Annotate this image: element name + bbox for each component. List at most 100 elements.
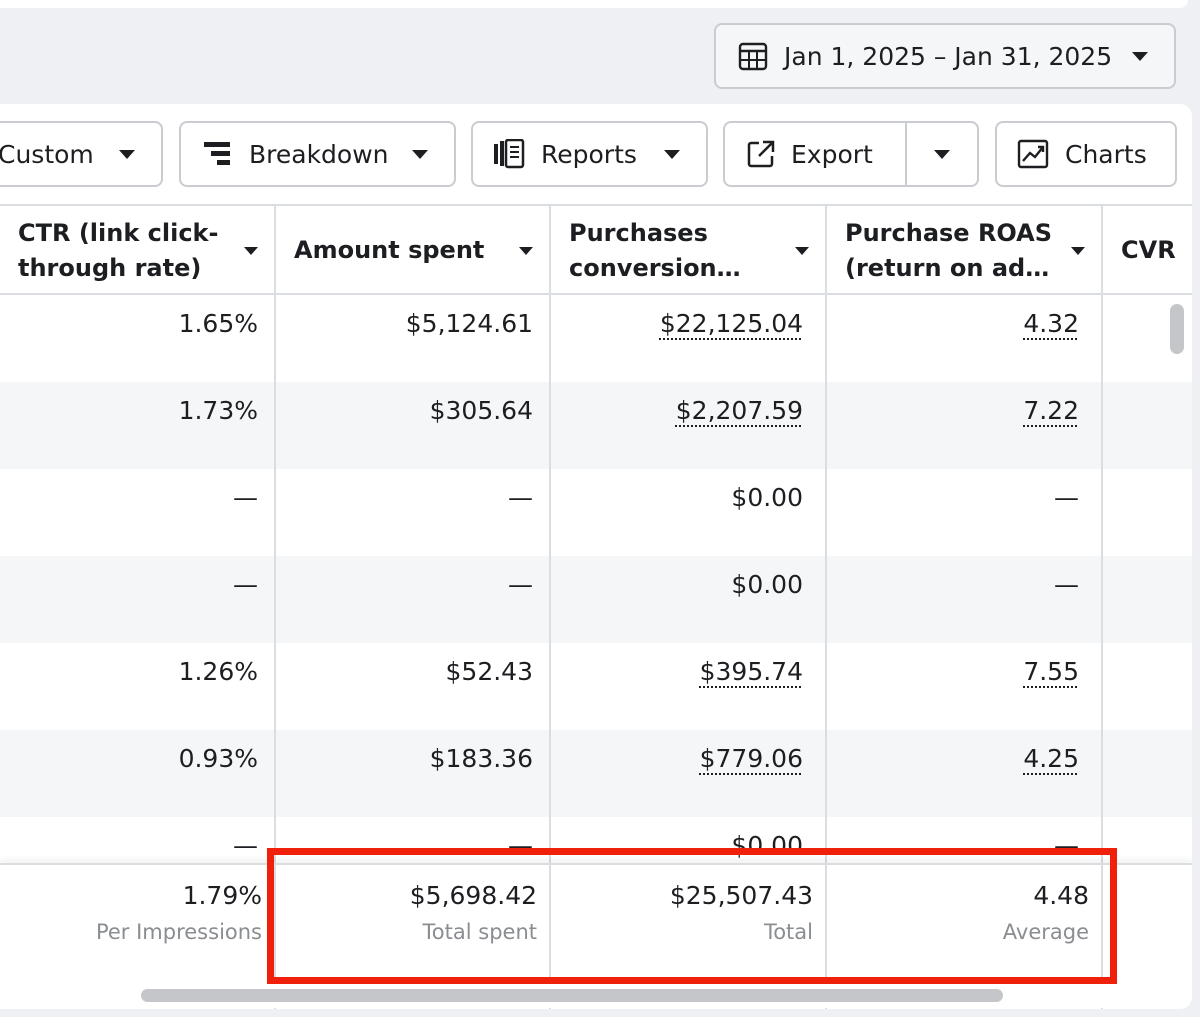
table-row[interactable]: 1.26% $52.43 $395.74 7.55 — [0, 643, 1192, 730]
date-range-label: Jan 1, 2025 – Jan 31, 2025 — [784, 41, 1113, 71]
cell-roas: 4.32 — [827, 295, 1103, 382]
cell-amount-spent: — — [508, 570, 533, 599]
roas-link[interactable]: 4.32 — [1023, 309, 1079, 338]
column-header-label: CTR (link click-through rate) — [18, 218, 219, 282]
cell-ctr: — — [233, 831, 258, 860]
table-row[interactable]: — — $0.00 — — [0, 817, 1192, 904]
breakdown-icon — [204, 142, 230, 165]
summary-amount-spent: $5,698.42 Total spent — [276, 865, 549, 983]
export-label: Export — [791, 139, 873, 169]
cell-purchases: $0.00 — [731, 831, 803, 860]
roas-link[interactable]: 4.25 — [1023, 744, 1079, 773]
column-header-amount-spent[interactable]: Amount spent — [276, 206, 551, 295]
column-header-purchases[interactable]: Purchases conversion… — [551, 206, 827, 295]
line-chart-icon — [1017, 139, 1049, 169]
export-options-dropdown[interactable] — [907, 123, 977, 185]
chevron-down-icon — [1132, 51, 1148, 61]
column-divider — [825, 865, 827, 983]
top-panel-edge — [0, 0, 1188, 8]
cell-ctr: — — [233, 483, 258, 512]
breakdown-button[interactable]: Breakdown — [179, 121, 456, 187]
date-range-picker[interactable]: Jan 1, 2025 – Jan 31, 2025 — [714, 23, 1176, 89]
column-header-label: CVR — [1121, 236, 1176, 264]
sort-caret-icon — [1071, 246, 1085, 255]
reports-button[interactable]: Reports — [471, 121, 708, 187]
column-header-label: Amount spent — [294, 236, 485, 264]
external-link-icon — [747, 140, 775, 168]
summary-spent-value: $5,698.42 — [409, 881, 537, 910]
export-button[interactable]: Export — [725, 123, 907, 185]
column-divider — [1101, 865, 1103, 983]
chevron-down-icon — [934, 149, 950, 159]
cell-amount-spent: — — [508, 831, 533, 860]
calendar-icon — [738, 42, 768, 71]
cell-ctr: — — [233, 570, 258, 599]
column-divider — [1101, 295, 1103, 1009]
cell-ctr: 1.65% — [178, 309, 258, 338]
purchases-link[interactable]: $22,125.04 — [659, 309, 803, 338]
table-row[interactable]: — — $0.00 — — [0, 469, 1192, 556]
column-divider — [549, 295, 551, 1009]
cell-purchases: $395.74 — [551, 643, 827, 730]
charts-button[interactable]: Charts — [995, 121, 1177, 187]
horizontal-scrollbar-track — [0, 984, 1192, 1008]
cell-ctr: 1.73% — [178, 396, 258, 425]
chevron-down-icon — [664, 149, 680, 159]
table-row[interactable]: — — $0.00 — — [0, 556, 1192, 643]
summary-ctr: 1.79% Per Impressions — [0, 865, 274, 983]
cell-purchases: $2,207.59 — [551, 382, 827, 469]
roas-link[interactable]: 7.22 — [1023, 396, 1079, 425]
chevron-down-icon — [412, 149, 428, 159]
cell-ctr: 1.26% — [178, 657, 258, 686]
table-row[interactable]: 0.93% $183.36 $779.06 4.25 — [0, 730, 1192, 817]
cell-amount-spent: $5,124.61 — [405, 309, 533, 338]
purchases-link[interactable]: $2,207.59 — [675, 396, 803, 425]
column-header-label: Purchases conversion… — [569, 218, 741, 282]
cell-purchases: $0.00 — [731, 570, 803, 599]
column-header-ctr[interactable]: CTR (link click-through rate) — [0, 206, 276, 295]
cell-amount-spent: — — [508, 483, 533, 512]
cell-roas: — — [1054, 570, 1079, 599]
cell-roas: 7.55 — [827, 643, 1103, 730]
sort-caret-icon — [519, 246, 533, 255]
sort-caret-icon — [795, 246, 809, 255]
roas-link[interactable]: 7.55 — [1023, 657, 1079, 686]
summary-ctr-value: 1.79% — [182, 881, 262, 910]
cell-amount-spent: $52.43 — [445, 657, 533, 686]
summary-purchases-value: $25,507.43 — [669, 881, 813, 910]
custom-label: Custom — [0, 139, 94, 169]
ads-report-panel: Custom Breakdown Reports — [0, 104, 1192, 1009]
column-header-roas[interactable]: Purchase ROAS (return on ad… — [827, 206, 1103, 295]
purchases-link[interactable]: $395.74 — [699, 657, 803, 686]
cell-roas: — — [1054, 483, 1079, 512]
export-button-group: Export — [723, 121, 979, 187]
custom-columns-button[interactable]: Custom — [0, 121, 163, 187]
summary-row: 1.79% Per Impressions $5,698.42 Total sp… — [0, 863, 1192, 983]
summary-purchases: $25,507.43 Total — [551, 865, 825, 983]
column-divider — [274, 295, 276, 1009]
cell-roas: 4.25 — [827, 730, 1103, 817]
purchases-link[interactable]: $779.06 — [699, 744, 803, 773]
horizontal-scrollbar[interactable] — [141, 989, 1003, 1002]
breakdown-label: Breakdown — [249, 139, 389, 169]
vertical-scrollbar[interactable] — [1170, 304, 1184, 354]
chevron-down-icon — [119, 149, 135, 159]
table-header: CTR (link click-through rate) Amount spe… — [0, 204, 1192, 295]
cell-roas: — — [1054, 831, 1079, 860]
cell-ctr: 0.93% — [178, 744, 258, 773]
column-divider — [549, 865, 551, 983]
cell-roas: 7.22 — [827, 382, 1103, 469]
cell-purchases: $0.00 — [731, 483, 803, 512]
table-row[interactable]: 1.65% $5,124.61 $22,125.04 4.32 — [0, 295, 1192, 382]
column-header-cvr[interactable]: CVR — [1103, 206, 1192, 295]
cell-amount-spent: $305.64 — [429, 396, 533, 425]
summary-roas-label: Average — [1002, 920, 1089, 944]
reports-label: Reports — [541, 139, 637, 169]
column-divider — [825, 295, 827, 1009]
charts-label: Charts — [1065, 139, 1147, 169]
summary-roas: 4.48 Average — [827, 865, 1101, 983]
reports-icon — [494, 139, 525, 169]
cell-purchases: $779.06 — [551, 730, 827, 817]
summary-roas-value: 4.48 — [1033, 881, 1089, 910]
table-row[interactable]: 1.73% $305.64 $2,207.59 7.22 — [0, 382, 1192, 469]
